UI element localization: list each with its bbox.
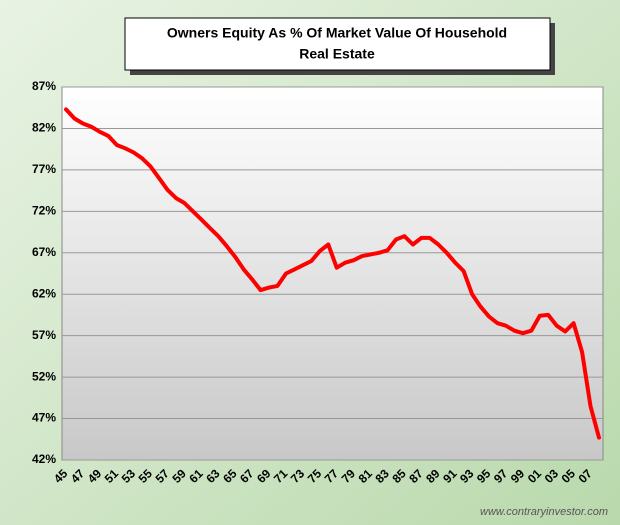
y-tick-label: 47% (32, 411, 56, 425)
y-tick-label: 77% (32, 162, 56, 176)
source: www.contraryinvestor.com (480, 506, 608, 518)
plot-area (61, 86, 604, 461)
y-tick-label: 82% (32, 121, 56, 135)
y-tick-label: 62% (32, 286, 56, 300)
y-tick-label: 72% (32, 204, 56, 218)
title-box (124, 17, 551, 71)
y-tick-label: 52% (32, 369, 56, 383)
y-tick-label: 87% (32, 79, 56, 93)
data-line (64, 107, 601, 440)
y-tick-label: 57% (32, 328, 56, 342)
chart-title: Owners Equity As % Of Market Value Of Ho… (167, 25, 507, 41)
y-tick-label: 67% (32, 245, 56, 259)
chart-subtitle: Real Estate (299, 46, 375, 62)
y-tick-label: 42% (32, 452, 56, 466)
